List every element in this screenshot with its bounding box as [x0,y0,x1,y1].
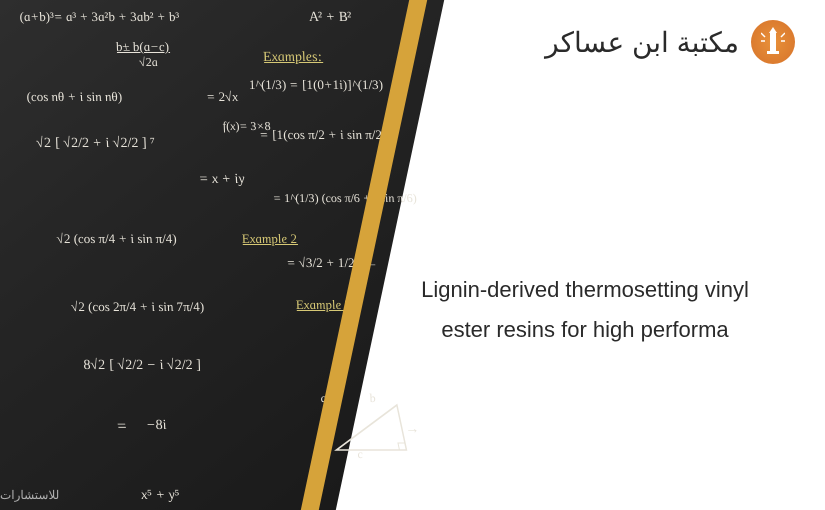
eq-l25: x⁵ + y⁵ [139,486,182,506]
title-line2: ester resins for high performa [385,310,785,350]
brand-name-main: مكتبة [677,27,739,58]
eq-l4: √2a [137,54,159,71]
eq-l1: (a+b)³= a³ + 3a²b + 3ab² + b³ [17,8,181,26]
brand-name-accent: ابن عساكر [545,27,669,58]
brand-logo [751,20,795,64]
eq-l13: = 1^(1/3) (cos π/6 + i sin π/6) [271,190,418,207]
eq-l15: Example 2 [240,230,299,248]
eq-l5: (cos nθ + i sin nθ) [25,88,124,106]
brand-container: مكتبة ابن عساكر [545,20,795,64]
brand-text: مكتبة ابن عساكر [545,26,739,59]
title-line1: Lignin-derived thermosetting vinyl [385,270,785,310]
eq-l18: √2 (cos 2π/4 + i sin 7π/4) [69,298,206,316]
footer-text: للاستشارات [0,488,59,502]
page-title: Lignin-derived thermosetting vinyl ester… [385,270,785,349]
lighthouse-icon [761,27,785,57]
eq-l23: −8i [144,416,169,436]
eq-l14: √2 (cos π/4 + i sin π/4) [55,230,179,248]
eq-l2: A² + B² [307,8,353,28]
eq-l19: 8√2 [ √2/2 − i √2/2 ] [81,356,203,376]
eq-l9: √2 [ √2/2 + i √2/2 ] ⁷ [34,134,158,154]
eq-l6: Examples: [261,48,324,68]
eq-l24: = [114,416,130,438]
eq-l12: = x + iy [197,170,247,190]
eq-l8: 1^(1/3) = [1(0+1i)]^(1/3) [247,76,385,94]
eq-l7: = 2√x [205,88,240,106]
eq-l11: = [1(cos π/2 + i sin π/2)] [258,126,394,144]
